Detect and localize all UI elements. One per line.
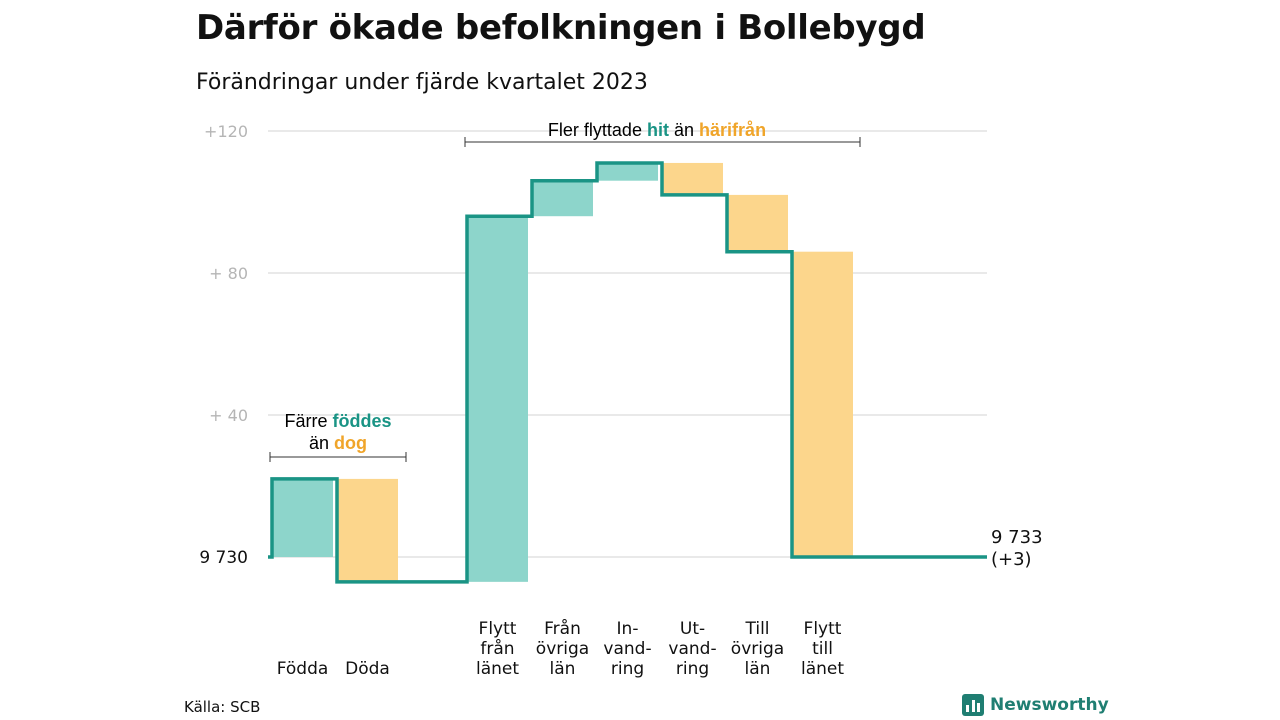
category-label-5-line-1: In- [617, 619, 639, 639]
category-label-6-line-3: ring [676, 659, 709, 679]
annotation-natural-born: föddes [333, 411, 392, 431]
category-label-7-line-1: Till [744, 619, 769, 639]
category-label-5-line-3: ring [611, 659, 644, 679]
svg-text:än dog: än dog [309, 433, 367, 453]
end-value-label: 9 733 [991, 527, 1043, 548]
category-label-6-line-2: vand- [668, 639, 716, 659]
category-label-7-line-2: övriga [731, 639, 784, 659]
annotation-migration-pre: Fler flyttade [548, 120, 642, 140]
category-label-4-line-3: län [550, 659, 576, 679]
bar-1 [272, 478, 333, 557]
bar-7 [727, 194, 788, 252]
category-label-1-line-1: Födda [277, 659, 329, 679]
bar-4 [532, 180, 593, 217]
bars [272, 162, 853, 582]
annotation-migration-hit: hit [647, 120, 669, 140]
brand-name: Newsworthy [990, 695, 1109, 715]
y-tick-label-2: + 80 [209, 264, 248, 283]
chart-subtitle: Förändringar under fjärde kvartalet 2023 [196, 70, 648, 95]
bar-chart-icon [962, 694, 984, 716]
category-label-4-line-2: övriga [536, 639, 589, 659]
annotation-migration-than: än [674, 120, 694, 140]
y-tick-label-0: 9 730 [199, 548, 248, 568]
category-label-3-line-3: länet [476, 659, 519, 679]
y-tick-label-1: + 40 [209, 406, 248, 425]
annotation-natural-bracket [269, 452, 407, 462]
svg-text:Färre föddes: Färre föddes [284, 411, 391, 431]
category-label-3-line-2: från [480, 638, 514, 659]
bar-6 [662, 162, 723, 195]
annotation-natural-than: än [309, 433, 329, 453]
annotation-natural-pre: Färre [284, 411, 327, 431]
y-axis: 9 730 + 40 + 80 +120 [199, 122, 248, 568]
svg-text:Fler flyttade hit: Fler flyttade hit än härifrån [548, 120, 766, 140]
x-axis: Födda DödaFlyttfrånlänetFrånövrigalänIn-v… [277, 618, 845, 679]
bar-8 [792, 251, 853, 557]
brand-logo: Newsworthy [962, 694, 1109, 716]
y-tick-label-3: +120 [204, 122, 248, 141]
category-label-6-line-1: Ut- [680, 619, 705, 639]
natural-change-annotation: Färre föddes än dog [269, 411, 407, 462]
category-label-8-line-1: Flytt [804, 619, 842, 639]
category-label-8-line-3: länet [801, 659, 844, 679]
annotation-migration-harifran: härifrån [699, 120, 766, 140]
cumulative-line [268, 161, 987, 584]
bar-2 [337, 478, 398, 582]
category-label-4-line-1: Från [544, 618, 581, 639]
category-label-2-line-1: Döda [345, 659, 390, 679]
chart-title: Därför ökade befolkningen i Bollebygd [196, 8, 926, 48]
category-label-3-line-1: Flytt [479, 619, 517, 639]
end-change-label: (+3) [991, 549, 1032, 570]
bar-5 [597, 162, 658, 181]
category-label-8-line-2: till [812, 639, 833, 659]
annotation-migration-bracket [464, 137, 861, 147]
annotation-natural-died: dog [334, 433, 367, 453]
category-label-5-line-2: vand- [603, 639, 651, 659]
bar-3 [467, 216, 528, 582]
step-line [268, 161, 987, 584]
migration-annotation: Fler flyttade hit än härifrån [464, 120, 861, 147]
source-note: Källa: SCB [184, 698, 261, 716]
category-label-7-line-3: län [745, 659, 771, 679]
